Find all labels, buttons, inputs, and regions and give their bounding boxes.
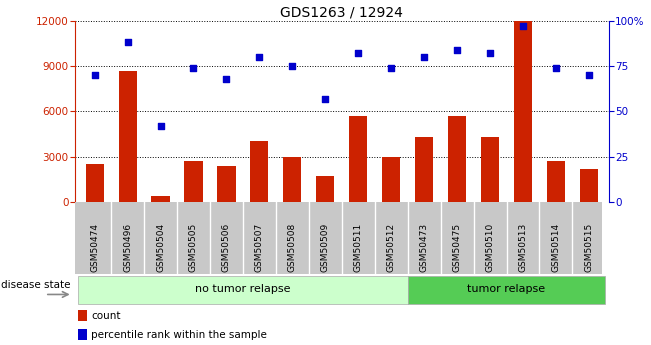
Text: GSM50507: GSM50507 [255, 223, 264, 272]
Bar [408, 276, 605, 304]
Text: GSM50505: GSM50505 [189, 223, 198, 272]
Bar [77, 310, 87, 321]
Point [254, 54, 264, 60]
Text: GSM50510: GSM50510 [486, 223, 495, 272]
Bar [382, 157, 400, 202]
Bar [251, 141, 268, 202]
Bar [78, 276, 408, 304]
Text: GSM50474: GSM50474 [90, 223, 99, 272]
Text: GSM50514: GSM50514 [551, 223, 561, 272]
Point [156, 123, 166, 129]
Point [320, 96, 331, 101]
Bar [85, 164, 104, 202]
Point [89, 72, 100, 78]
Text: GSM50515: GSM50515 [585, 223, 594, 272]
Text: percentile rank within the sample: percentile rank within the sample [91, 330, 267, 340]
Bar [547, 161, 565, 202]
Text: GSM50511: GSM50511 [353, 223, 363, 272]
Bar [184, 161, 202, 202]
Bar [217, 166, 236, 202]
Text: GSM50475: GSM50475 [452, 223, 462, 272]
Point [518, 23, 528, 29]
Point [386, 65, 396, 71]
Bar [448, 116, 466, 202]
Bar [349, 116, 367, 202]
Point [452, 47, 462, 52]
Text: disease state: disease state [1, 280, 71, 290]
Bar [316, 176, 335, 202]
Text: GSM50504: GSM50504 [156, 223, 165, 272]
Point [353, 50, 363, 56]
Bar [580, 169, 598, 202]
Text: GSM50513: GSM50513 [518, 223, 527, 272]
Point [188, 65, 199, 71]
Point [551, 65, 561, 71]
Title: GDS1263 / 12924: GDS1263 / 12924 [281, 6, 403, 20]
Text: GSM50509: GSM50509 [321, 223, 330, 272]
Bar [77, 329, 87, 340]
Bar [415, 137, 433, 202]
Point [122, 40, 133, 45]
Text: count: count [91, 310, 120, 321]
Bar [152, 196, 170, 202]
Bar [118, 70, 137, 202]
Text: GSM50508: GSM50508 [288, 223, 297, 272]
Point [221, 76, 232, 81]
Text: GSM50506: GSM50506 [222, 223, 231, 272]
Text: GSM50473: GSM50473 [420, 223, 428, 272]
Text: tumor relapse: tumor relapse [467, 284, 546, 294]
Point [419, 54, 430, 60]
Text: GSM50496: GSM50496 [123, 223, 132, 272]
Text: no tumor relapse: no tumor relapse [195, 284, 290, 294]
Text: GSM50512: GSM50512 [387, 223, 396, 272]
Bar [283, 157, 301, 202]
Point [287, 63, 298, 69]
Bar [481, 137, 499, 202]
Point [584, 72, 594, 78]
Point [485, 50, 495, 56]
Bar [514, 21, 532, 202]
